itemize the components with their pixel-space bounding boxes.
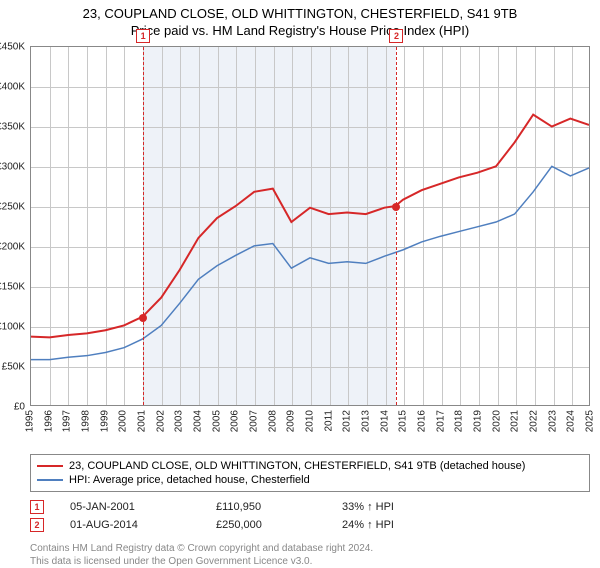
chart-titles: 23, COUPLAND CLOSE, OLD WHITTINGTON, CHE… — [0, 0, 600, 38]
x-tick-label: 1999 — [99, 410, 110, 432]
x-tick-label: 1998 — [81, 410, 92, 432]
legend-row: 23, COUPLAND CLOSE, OLD WHITTINGTON, CHE… — [37, 459, 583, 473]
x-tick-label: 2013 — [361, 410, 372, 432]
event-vline — [396, 47, 397, 405]
y-tick-label: £450K — [0, 42, 25, 53]
events-table: 1 05-JAN-2001 £110,950 33% ↑ HPI 2 01-AUG-201… — [30, 498, 590, 534]
y-tick-label: £100K — [0, 322, 25, 333]
y-tick-label: £400K — [0, 82, 25, 93]
x-tick-label: 2010 — [305, 410, 316, 432]
event-marker-box: 2 — [389, 29, 403, 43]
x-tick-label: 2021 — [510, 410, 521, 432]
x-tick-label: 2020 — [491, 410, 502, 432]
legend-swatch — [37, 465, 63, 467]
y-tick-label: £350K — [0, 122, 25, 133]
x-tick-label: 1996 — [43, 410, 54, 432]
y-tick-label: £300K — [0, 162, 25, 173]
y-tick-label: £50K — [2, 362, 25, 373]
title-line-1: 23, COUPLAND CLOSE, OLD WHITTINGTON, CHE… — [0, 6, 600, 21]
event-dot — [392, 203, 400, 211]
x-tick-label: 2017 — [435, 410, 446, 432]
event-row: 2 01-AUG-2014 £250,000 24% ↑ HPI — [30, 516, 590, 534]
x-tick-label: 2016 — [417, 410, 428, 432]
x-tick-label: 2023 — [547, 410, 558, 432]
x-tick-label: 2009 — [286, 410, 297, 432]
series-line — [31, 115, 589, 338]
chart-wrapper: 23, COUPLAND CLOSE, OLD WHITTINGTON, CHE… — [0, 0, 600, 568]
legend-swatch — [37, 479, 63, 481]
x-tick-label: 2019 — [473, 410, 484, 432]
x-tick-label: 2015 — [398, 410, 409, 432]
footer: Contains HM Land Registry data © Crown c… — [30, 542, 590, 568]
x-tick-label: 2018 — [454, 410, 465, 432]
event-price: £250,000 — [216, 519, 316, 531]
footer-line-2: This data is licensed under the Open Gov… — [30, 555, 590, 568]
x-tick-label: 2025 — [585, 410, 596, 432]
series-svg — [31, 47, 589, 405]
event-id-box: 2 — [30, 518, 44, 532]
event-marker-box: 1 — [136, 29, 150, 43]
x-tick-label: 2024 — [566, 410, 577, 432]
x-tick-label: 2002 — [155, 410, 166, 432]
x-tick-label: 2008 — [267, 410, 278, 432]
x-tick-label: 2014 — [379, 410, 390, 432]
event-id-box: 1 — [30, 500, 44, 514]
x-axis-labels: 1995199619971998199920002001200220032004… — [30, 408, 590, 448]
event-date: 05-JAN-2001 — [70, 501, 190, 513]
title-line-2: Price paid vs. HM Land Registry's House … — [0, 23, 600, 38]
event-dot — [139, 314, 147, 322]
legend-label: 23, COUPLAND CLOSE, OLD WHITTINGTON, CHE… — [69, 460, 525, 472]
x-tick-label: 2005 — [211, 410, 222, 432]
y-tick-label: £150K — [0, 282, 25, 293]
footer-line-1: Contains HM Land Registry data © Crown c… — [30, 542, 590, 555]
y-tick-label: £0 — [14, 402, 25, 413]
series-line — [31, 166, 589, 359]
legend-box: 23, COUPLAND CLOSE, OLD WHITTINGTON, CHE… — [30, 454, 590, 492]
event-vline — [143, 47, 144, 405]
event-date: 01-AUG-2014 — [70, 519, 190, 531]
y-tick-label: £200K — [0, 242, 25, 253]
x-tick-label: 2012 — [342, 410, 353, 432]
legend-row: HPI: Average price, detached house, Ches… — [37, 473, 583, 487]
event-hpi: 33% ↑ HPI — [342, 501, 462, 513]
plot-area: £0£50K£100K£150K£200K£250K£300K£350K£400… — [30, 46, 590, 406]
legend-label: HPI: Average price, detached house, Ches… — [69, 474, 310, 486]
y-tick-label: £250K — [0, 202, 25, 213]
event-price: £110,950 — [216, 501, 316, 513]
x-tick-label: 1997 — [62, 410, 73, 432]
x-tick-label: 2007 — [249, 410, 260, 432]
x-tick-label: 2022 — [529, 410, 540, 432]
event-row: 1 05-JAN-2001 £110,950 33% ↑ HPI — [30, 498, 590, 516]
x-tick-label: 1995 — [25, 410, 36, 432]
x-tick-label: 2000 — [118, 410, 129, 432]
x-tick-label: 2003 — [174, 410, 185, 432]
legend-block: 23, COUPLAND CLOSE, OLD WHITTINGTON, CHE… — [30, 454, 590, 534]
x-tick-label: 2006 — [230, 410, 241, 432]
event-hpi: 24% ↑ HPI — [342, 519, 462, 531]
x-tick-label: 2011 — [323, 410, 334, 432]
x-tick-label: 2004 — [193, 410, 204, 432]
x-tick-label: 2001 — [137, 410, 148, 432]
